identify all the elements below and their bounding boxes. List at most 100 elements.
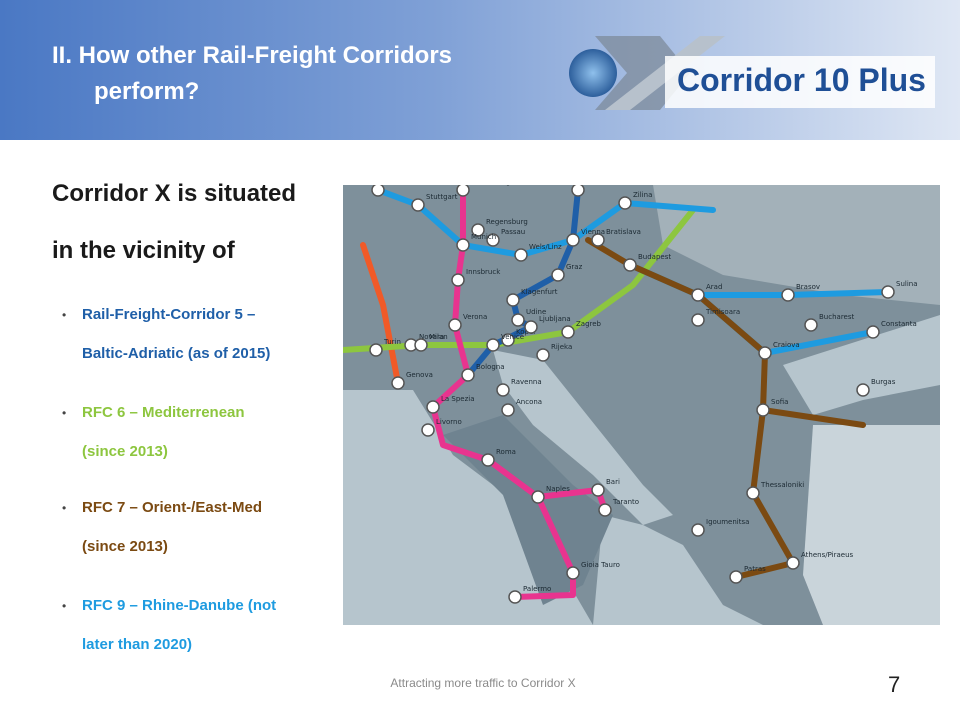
- city: [691, 313, 705, 327]
- city-label: Brno: [586, 185, 602, 186]
- city-label: Timisoara: [705, 308, 740, 316]
- city-label: Munich: [471, 233, 496, 241]
- city: [486, 233, 500, 247]
- city-label: Athens/Piraeus: [801, 551, 854, 559]
- city: [756, 403, 770, 417]
- bullet-dot: •: [62, 501, 67, 515]
- city: [461, 368, 475, 382]
- city-label: Regensburg: [486, 218, 528, 226]
- city-label: Ravenna: [511, 378, 542, 386]
- bullet-dot: •: [62, 308, 67, 322]
- city: [506, 293, 520, 307]
- city: [511, 313, 525, 327]
- city: [856, 383, 870, 397]
- logo: Corridor 10 Plus: [569, 36, 935, 110]
- city-label: Burgas: [871, 378, 896, 386]
- city-label: Craiova: [773, 341, 800, 349]
- bullet-text: (since 2013): [82, 538, 168, 555]
- bullet-text: Rail-Freight-Corridor 5 –: [82, 306, 256, 323]
- city-label: Verona: [463, 313, 487, 321]
- title: II. How other Rail-Freight Corridors: [52, 42, 453, 69]
- city-label: Genova: [406, 371, 433, 379]
- city-label: Vienna: [581, 228, 605, 236]
- region: [803, 425, 940, 625]
- city-label: Gioia Tauro: [581, 561, 620, 569]
- page-number: 7: [888, 672, 901, 697]
- city-label: Roma: [496, 448, 516, 456]
- city-label: Graz: [566, 263, 583, 271]
- city-label: Bucharest: [819, 313, 854, 321]
- bullet-text: RFC 9 – Rhine-Danube (not: [82, 597, 277, 614]
- city: [758, 346, 772, 360]
- sea: [783, 315, 940, 415]
- heading: Corridor X is situated: [52, 180, 297, 207]
- bullet-dot: •: [62, 406, 67, 420]
- city: [508, 590, 522, 604]
- city: [369, 343, 383, 357]
- city-label: Udine: [526, 308, 546, 316]
- city: [524, 320, 538, 334]
- city: [551, 268, 565, 282]
- sea: [593, 515, 763, 625]
- city: [411, 198, 425, 212]
- city: [501, 403, 515, 417]
- city: [598, 503, 612, 517]
- city-label: Zagreb: [576, 320, 602, 328]
- city: [691, 288, 705, 302]
- city-label: Igoumenitsa: [706, 518, 749, 526]
- city: [561, 325, 575, 339]
- city-label: Naples: [546, 485, 570, 493]
- city-label: Ancona: [516, 398, 542, 406]
- city-label: Bari: [606, 478, 620, 486]
- city-label: Nuremberg: [471, 185, 510, 186]
- city: [451, 273, 465, 287]
- city: [426, 400, 440, 414]
- city: [623, 258, 637, 272]
- city-label: Wels/Linz: [529, 243, 562, 251]
- city: [531, 490, 545, 504]
- title: perform?: [94, 78, 200, 105]
- city-label: Sofia: [771, 398, 788, 406]
- city: [448, 318, 462, 332]
- city: [566, 566, 580, 580]
- city: [571, 185, 585, 197]
- sea: [493, 350, 673, 525]
- city-label: Zilina: [633, 191, 652, 199]
- city-label: Klagenfurt: [521, 288, 558, 296]
- city: [514, 248, 528, 262]
- logo-text: Corridor 10 Plus: [677, 62, 926, 98]
- city: [786, 556, 800, 570]
- city: [591, 483, 605, 497]
- city: [456, 185, 470, 197]
- bullet-text: (since 2013): [82, 443, 168, 460]
- city-label: Taranto: [612, 498, 639, 506]
- bullet-dot: •: [62, 599, 67, 613]
- city: [391, 376, 405, 390]
- city-label: La Spezia: [441, 395, 475, 403]
- city: [421, 423, 435, 437]
- city: [881, 285, 895, 299]
- city-label: Patras: [744, 565, 766, 573]
- region: [653, 185, 940, 305]
- bullet-text: RFC 7 – Orient-/East-Med: [82, 499, 263, 516]
- footer-text: Attracting more traffic to Corridor X: [390, 676, 576, 690]
- route: [760, 407, 866, 428]
- city-label: Constanta: [881, 320, 917, 328]
- city-label: Milan: [429, 333, 448, 341]
- city-label: Bratislava: [606, 228, 641, 236]
- city: [746, 486, 760, 500]
- city-label: Livorno: [436, 418, 462, 426]
- city-label: Palermo: [523, 585, 551, 593]
- city-label: Venice: [501, 333, 524, 341]
- city-label: Mannheim: [386, 185, 423, 186]
- city-label: Bologna: [476, 363, 504, 371]
- city-label: Stuttgart: [426, 193, 458, 201]
- city: [536, 348, 550, 362]
- city-label: Turin: [383, 338, 401, 346]
- city: [781, 288, 795, 302]
- city: [566, 233, 580, 247]
- city: [456, 238, 470, 252]
- city-label: Arad: [706, 283, 722, 291]
- city: [486, 338, 500, 352]
